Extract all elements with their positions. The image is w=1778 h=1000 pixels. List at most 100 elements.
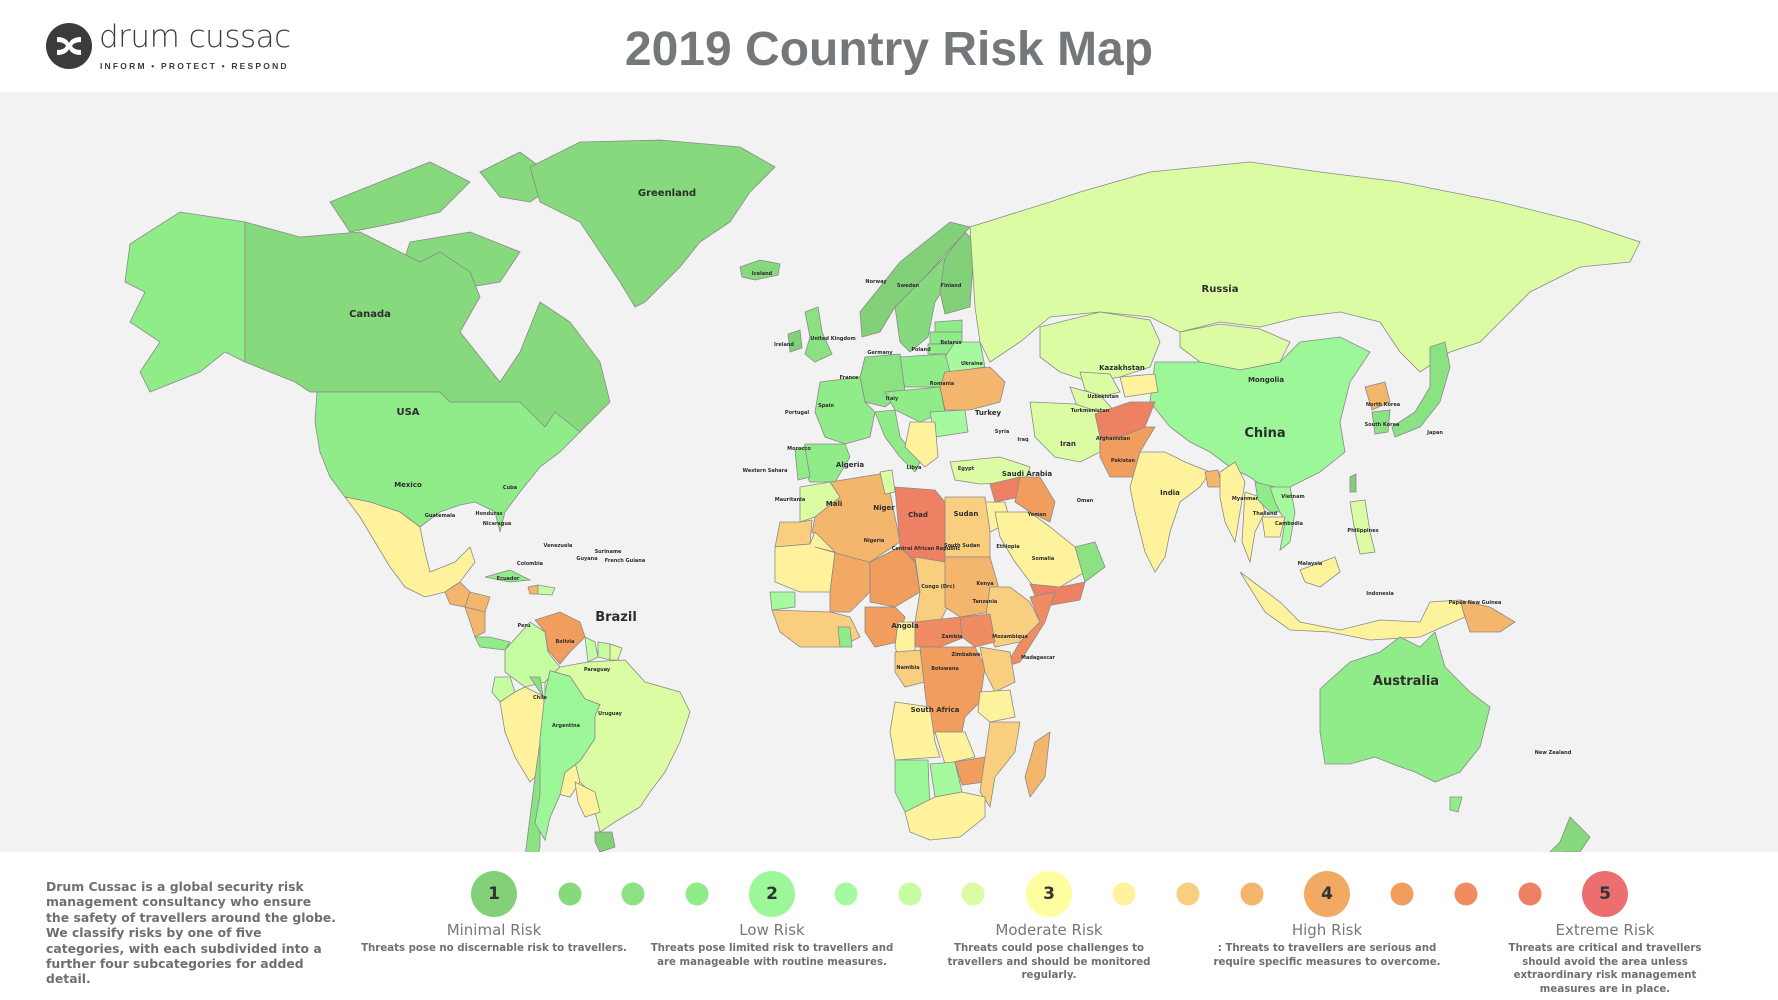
country-uruguay[interactable] [594, 831, 616, 852]
country-suriname[interactable] [597, 641, 611, 661]
country-central-african-rep[interactable] [914, 616, 966, 648]
country-malaysia[interactable] [1299, 556, 1341, 588]
country-tasmania[interactable] [1449, 796, 1463, 813]
country-nicaragua[interactable] [464, 606, 486, 638]
country-balkans[interactable] [904, 421, 939, 468]
country-panama[interactable] [474, 636, 511, 651]
label-turkmenistan: Turkmenistan [1071, 408, 1110, 414]
country-usa[interactable] [314, 391, 581, 533]
country-mali[interactable] [814, 546, 871, 613]
country-paraguay[interactable] [574, 781, 601, 818]
country-dominican-rep[interactable] [537, 584, 556, 596]
country-zambia[interactable] [934, 731, 976, 765]
country-south-sudan[interactable] [959, 613, 996, 648]
country-argentina[interactable] [534, 670, 601, 842]
country-oman-uae[interactable] [1074, 541, 1106, 583]
country-estonia[interactable] [934, 319, 963, 333]
label-new-zealand: New Zealand [1535, 750, 1572, 756]
country-tunisia[interactable] [879, 469, 896, 495]
country-india[interactable] [1129, 451, 1211, 573]
country-philippines[interactable] [1349, 499, 1376, 555]
country-french-guiana[interactable] [609, 643, 623, 661]
country-vietnam[interactable] [1269, 486, 1296, 551]
country-mexico[interactable] [344, 496, 476, 598]
label-libya: Libya [906, 465, 921, 471]
country-ghana[interactable] [837, 626, 853, 648]
country-somalia[interactable] [1004, 591, 1056, 668]
country-congo-drc[interactable] [919, 646, 986, 743]
country-uganda-kenya[interactable] [979, 646, 1016, 693]
country-finland[interactable] [939, 231, 976, 315]
country-china[interactable] [1149, 336, 1371, 493]
label-papua-new-guinea: Papua New Guinea [1449, 600, 1502, 606]
label-turkey: Turkey [975, 409, 1002, 417]
country-ireland[interactable] [787, 329, 803, 353]
legend-level-4-number: 4 [1321, 884, 1333, 904]
country-western-sahara[interactable] [774, 519, 813, 548]
country-greenland[interactable] [529, 139, 776, 308]
label-greenland: Greenland [638, 188, 696, 199]
country-venezuela[interactable] [534, 611, 586, 665]
label-sweden: Sweden [897, 283, 920, 289]
country-portugal[interactable] [794, 446, 811, 481]
label-vietnam: Vietnam [1281, 494, 1304, 500]
country-mozambique[interactable] [979, 721, 1021, 809]
label-north-korea: North Korea [1366, 402, 1400, 408]
country-gabon-congo[interactable] [894, 649, 926, 688]
country-tanzania[interactable] [977, 689, 1016, 723]
label-uzbekistan: Uzbekistan [1087, 394, 1119, 400]
label-afghanistan: Afghanistan [1096, 436, 1131, 442]
country-iran[interactable] [1029, 401, 1101, 463]
about-text: Drum Cussac is a global security risk ma… [46, 879, 336, 987]
label-brazil: Brazil [595, 610, 637, 625]
country-guyana[interactable] [584, 636, 599, 663]
country-iceland[interactable] [739, 259, 781, 281]
legend-level-3: Moderate Risk Threats could pose challen… [932, 921, 1167, 983]
country-north-korea[interactable] [1364, 381, 1391, 411]
country-kazakhstan[interactable] [1039, 311, 1161, 383]
country-cuba[interactable] [484, 569, 532, 583]
country-bangladesh[interactable] [1204, 469, 1223, 488]
country-ukraine[interactable] [939, 366, 1006, 411]
country-indonesia[interactable] [1239, 571, 1466, 641]
country-japan[interactable] [1391, 341, 1451, 438]
country-iraq[interactable] [1014, 476, 1056, 523]
country-new-zealand[interactable] [1540, 816, 1591, 852]
oceania [1319, 631, 1591, 852]
legend-level-5-circle: 5 [1582, 871, 1628, 917]
country-taiwan[interactable] [1349, 473, 1357, 493]
country-madagascar[interactable] [1024, 731, 1051, 798]
country-senegal[interactable] [769, 591, 796, 611]
country-egypt[interactable] [944, 496, 991, 558]
country-sweden[interactable] [894, 256, 956, 353]
country-papua-new-guinea[interactable] [1459, 599, 1516, 633]
country-italy[interactable] [874, 409, 921, 473]
country-cambodia[interactable] [1261, 516, 1286, 538]
country-south-korea[interactable] [1371, 409, 1391, 435]
country-saudi-arabia[interactable] [994, 511, 1086, 593]
label-morocco: Morocco [787, 446, 811, 452]
label-guatemala: Guatemala [425, 513, 456, 519]
country-usa-alaska[interactable] [124, 211, 246, 393]
country-south-africa[interactable] [904, 791, 986, 841]
north-america [124, 139, 781, 651]
label-india: India [1160, 489, 1180, 497]
country-uzbekistan[interactable] [1079, 371, 1121, 398]
legend-level-5-name: Extreme Risk [1555, 921, 1655, 939]
country-australia[interactable] [1319, 631, 1491, 783]
legend-level-2-number: 2 [766, 884, 778, 904]
page-title: 2019 Country Risk Map [624, 23, 1154, 76]
label-mozambique: Mozambique [992, 634, 1028, 640]
legend-level-5: Extreme Risk Threats are critical and tr… [1490, 921, 1720, 996]
legend-level-4: High Risk : Threats to travellers are se… [1200, 921, 1455, 969]
country-angola[interactable] [889, 701, 941, 761]
country-canada[interactable] [244, 221, 611, 433]
label-nicaragua: Nicaragua [483, 521, 512, 527]
label-kazakhstan: Kazakhstan [1099, 364, 1145, 372]
country-haiti[interactable] [527, 584, 539, 595]
country-kyrgyz-tajik[interactable] [1119, 373, 1159, 398]
country-myanmar[interactable] [1219, 461, 1246, 544]
country-united-kingdom[interactable] [804, 306, 833, 363]
label-namibia: Namibia [896, 665, 919, 671]
country-france[interactable] [814, 376, 876, 445]
